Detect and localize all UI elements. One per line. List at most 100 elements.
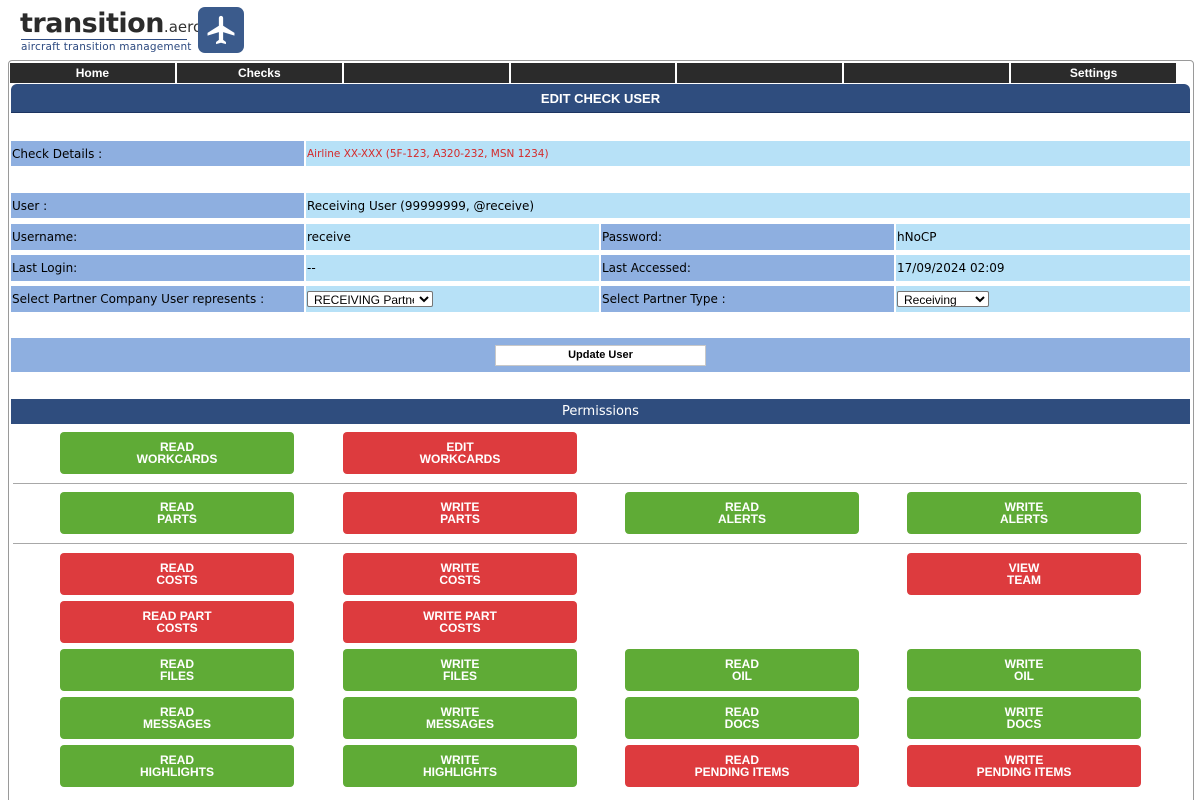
password-label: Password:	[601, 224, 894, 250]
partner-type-label: Select Partner Type :	[601, 286, 894, 312]
permission-action-label: READ	[159, 440, 194, 454]
partner-company-select[interactable]: RECEIVING Partner	[307, 291, 433, 307]
permission-scope-label: TEAM	[1007, 573, 1041, 587]
permission-action-label: WRITE	[440, 500, 480, 514]
nav-item-checks[interactable]: Checks	[176, 63, 342, 83]
permission-read-highlights-button[interactable]: READ HIGHLIGHTS	[60, 745, 294, 787]
permission-scope-label: ALERTS	[718, 512, 766, 526]
username-label: Username:	[11, 224, 304, 250]
permission-action-label: WRITE	[440, 753, 480, 767]
logo-wordmark: transition.aero	[20, 8, 203, 39]
permission-action-label: WRITE	[440, 657, 480, 671]
permission-read-workcards-button[interactable]: READ WORKCARDS	[60, 432, 294, 474]
partner-row: Select Partner Company User represents :…	[11, 286, 1190, 312]
permission-scope-label: HIGHLIGHTS	[423, 765, 497, 779]
permission-scope-label: PENDING ITEMS	[694, 765, 790, 779]
permission-action-label: VIEW	[1008, 561, 1040, 575]
username-value: receive	[306, 224, 599, 250]
permission-scope-label: FILES	[159, 669, 194, 683]
permission-read-part-costs-button[interactable]: READ PART COSTS	[60, 601, 294, 643]
permission-write-highlights-button[interactable]: WRITE HIGHLIGHTS	[343, 745, 577, 787]
partner-type-select[interactable]: Receiving	[897, 291, 989, 307]
permission-action-label: READ PART	[142, 609, 212, 623]
permission-read-oil-button[interactable]: READ OIL	[625, 649, 859, 691]
permission-action-label: WRITE	[1004, 753, 1044, 767]
permission-read-alerts-button[interactable]: READ ALERTS	[625, 492, 859, 534]
permission-read-costs-button[interactable]: READ COSTS	[60, 553, 294, 595]
user-row: User : Receiving User (99999999, @receiv…	[11, 193, 1190, 218]
permission-read-pending-items-button[interactable]: READ PENDING ITEMS	[625, 745, 859, 787]
content-frame	[8, 60, 1194, 800]
check-details-value: Airline XX-XXX (5F-123, A320-232, MSN 12…	[306, 141, 1190, 166]
permission-action-label: WRITE	[1004, 705, 1044, 719]
permission-scope-label: FILES	[442, 669, 477, 683]
permission-write-files-button[interactable]: WRITE FILES	[343, 649, 577, 691]
main-nav: Home Checks Settings	[10, 63, 1177, 83]
permission-action-label: WRITE	[1004, 500, 1044, 514]
divider	[13, 483, 1187, 484]
permission-write-part-costs-button[interactable]: WRITE PART COSTS	[343, 601, 577, 643]
permission-action-label: READ	[159, 657, 194, 671]
permission-write-messages-button[interactable]: WRITE MESSAGES	[343, 697, 577, 739]
last-accessed-label: Last Accessed:	[601, 255, 894, 281]
permission-view-team-button[interactable]: VIEW TEAM	[907, 553, 1141, 595]
username-row: Username: receive Password: hNoCP	[11, 224, 1190, 250]
permission-action-label: READ	[159, 561, 194, 575]
nav-item-blank-4[interactable]	[844, 63, 1010, 83]
permission-write-alerts-button[interactable]: WRITE ALERTS	[907, 492, 1141, 534]
update-bar: Update User	[11, 338, 1190, 372]
permission-action-label: READ	[159, 705, 194, 719]
permission-scope-label: DOCS	[1006, 717, 1042, 731]
permission-scope-label: MESSAGES	[142, 717, 211, 731]
update-user-button[interactable]: Update User	[495, 344, 706, 366]
check-details-label: Check Details :	[11, 141, 304, 166]
permission-scope-label: PARTS	[157, 512, 197, 526]
check-details-row: Check Details : Airline XX-XXX (5F-123, …	[11, 141, 1190, 166]
permission-scope-label: HIGHLIGHTS	[140, 765, 214, 779]
permission-scope-label: ALERTS	[1000, 512, 1048, 526]
permission-scope-label: OIL	[1014, 669, 1034, 683]
last-login-row: Last Login: -- Last Accessed: 17/09/2024…	[11, 255, 1190, 281]
permission-scope-label: WORKCARDS	[419, 452, 501, 466]
airplane-icon	[198, 7, 244, 53]
permission-edit-workcards-button[interactable]: EDIT WORKCARDS	[343, 432, 577, 474]
nav-item-blank-2[interactable]	[510, 63, 676, 83]
page-title: EDIT CHECK USER	[11, 84, 1190, 113]
permission-write-oil-button[interactable]: WRITE OIL	[907, 649, 1141, 691]
permissions-heading: Permissions	[11, 399, 1190, 424]
last-login-value: --	[306, 255, 599, 281]
permission-scope-label: COSTS	[439, 621, 481, 635]
nav-item-home[interactable]: Home	[10, 63, 175, 83]
password-value: hNoCP	[896, 224, 1190, 250]
logo-tagline: aircraft transition management	[21, 41, 192, 53]
permission-scope-label: MESSAGES	[425, 717, 494, 731]
permission-scope-label: COSTS	[156, 573, 198, 587]
permission-action-label: READ	[724, 500, 759, 514]
logo-rule	[21, 39, 187, 40]
permission-write-parts-button[interactable]: WRITE PARTS	[343, 492, 577, 534]
permission-write-costs-button[interactable]: WRITE COSTS	[343, 553, 577, 595]
permission-scope-label: PARTS	[440, 512, 480, 526]
partner-type-cell: Receiving	[896, 286, 1190, 312]
permission-write-docs-button[interactable]: WRITE DOCS	[907, 697, 1141, 739]
permission-action-label: WRITE PART	[423, 609, 497, 623]
permission-action-label: READ	[724, 657, 759, 671]
nav-item-blank-3[interactable]	[677, 63, 843, 83]
permission-action-label: READ	[724, 705, 759, 719]
user-value: Receiving User (99999999, @receive)	[306, 193, 1190, 218]
nav-item-settings[interactable]: Settings	[1011, 63, 1177, 83]
permission-action-label: WRITE	[1004, 657, 1044, 671]
permission-action-label: READ	[724, 753, 759, 767]
permission-action-label: WRITE	[440, 705, 480, 719]
permission-scope-label: DOCS	[724, 717, 760, 731]
permission-read-messages-button[interactable]: READ MESSAGES	[60, 697, 294, 739]
permission-action-label: READ	[159, 500, 194, 514]
nav-item-blank-1[interactable]	[343, 63, 509, 83]
permission-write-pending-items-button[interactable]: WRITE PENDING ITEMS	[907, 745, 1141, 787]
user-label: User :	[11, 193, 304, 218]
permission-scope-label: COSTS	[439, 573, 481, 587]
permission-read-parts-button[interactable]: READ PARTS	[60, 492, 294, 534]
permission-read-docs-button[interactable]: READ DOCS	[625, 697, 859, 739]
permission-read-files-button[interactable]: READ FILES	[60, 649, 294, 691]
partner-company-label: Select Partner Company User represents :	[11, 286, 304, 312]
